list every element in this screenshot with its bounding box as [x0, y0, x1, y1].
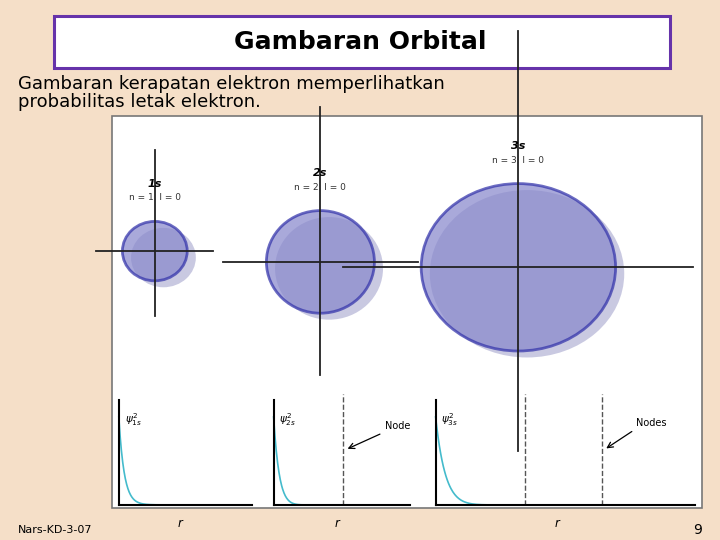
Text: 1s: 1s [148, 179, 162, 189]
Text: n = 3, l = 0: n = 3, l = 0 [492, 156, 544, 165]
Text: 3s: 3s [511, 141, 526, 151]
FancyBboxPatch shape [112, 116, 702, 508]
Text: probabilitas letak elektron.: probabilitas letak elektron. [18, 92, 261, 111]
Text: 9: 9 [693, 523, 702, 537]
Ellipse shape [421, 184, 616, 351]
Ellipse shape [131, 228, 196, 287]
Text: r: r [178, 517, 183, 530]
Text: 2s: 2s [313, 168, 328, 178]
Ellipse shape [122, 221, 187, 281]
Ellipse shape [430, 190, 624, 357]
Ellipse shape [266, 211, 374, 313]
Ellipse shape [275, 217, 383, 320]
FancyBboxPatch shape [119, 405, 248, 505]
Text: $\psi_{1s}^2$: $\psi_{1s}^2$ [125, 411, 142, 428]
Text: r: r [334, 517, 339, 530]
Text: n = 1, l = 0: n = 1, l = 0 [129, 193, 181, 202]
Text: n = 2, l = 0: n = 2, l = 0 [294, 183, 346, 192]
Text: Node: Node [384, 421, 410, 431]
Text: $\psi_{2s}^2$: $\psi_{2s}^2$ [279, 411, 297, 428]
Text: Nars-KD-3-07: Nars-KD-3-07 [18, 525, 92, 535]
Text: Nodes: Nodes [636, 418, 667, 428]
FancyBboxPatch shape [436, 405, 691, 505]
Text: Gambaran Orbital: Gambaran Orbital [234, 30, 486, 53]
Text: r: r [554, 517, 559, 530]
Text: $\psi_{3s}^2$: $\psi_{3s}^2$ [441, 411, 459, 428]
FancyBboxPatch shape [54, 16, 670, 68]
Text: Gambaran kerapatan elektron memperlihatkan: Gambaran kerapatan elektron memperlihatk… [18, 75, 445, 93]
FancyBboxPatch shape [274, 405, 407, 505]
